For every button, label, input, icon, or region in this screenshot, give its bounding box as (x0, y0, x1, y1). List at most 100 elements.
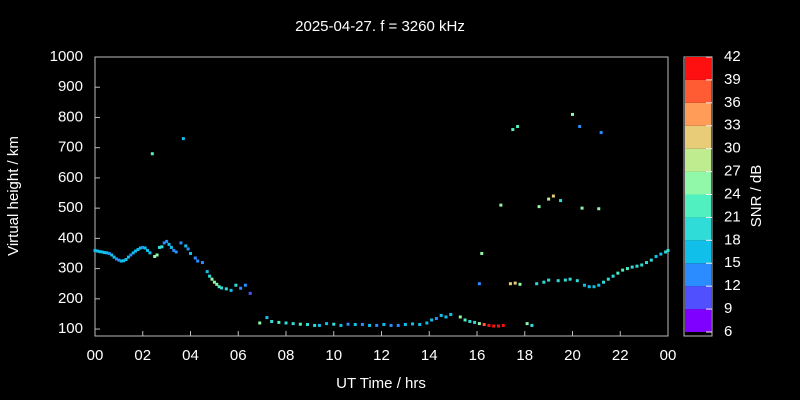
echo-point (525, 322, 529, 326)
y-tick-label: 500 (58, 199, 83, 216)
echo-point (258, 321, 262, 325)
echo-point (592, 285, 596, 289)
echo-point (654, 255, 658, 259)
echo-point (136, 248, 140, 252)
echo-point (473, 320, 477, 324)
echo-point (141, 245, 145, 249)
echo-point (547, 278, 551, 282)
x-tick-label: 00 (660, 347, 677, 364)
plot-frame (94, 56, 669, 337)
echo-point (248, 291, 252, 295)
y-axis-label: Virtual height / km (5, 136, 22, 256)
echo-point (217, 285, 221, 289)
echo-point (98, 250, 102, 254)
echo-point (477, 282, 481, 286)
echo-point (148, 251, 152, 255)
echo-point (425, 321, 429, 325)
colorbar-tick-label: 21 (724, 208, 741, 225)
echo-point (210, 277, 214, 281)
echo-point (487, 323, 491, 327)
echo-point (568, 277, 572, 281)
echo-point (150, 152, 154, 156)
echo-point (480, 251, 484, 255)
echo-point (193, 256, 197, 260)
colorbar-bin (685, 57, 711, 80)
x-tick-label: 20 (564, 347, 581, 364)
echo-point (107, 251, 111, 255)
y-tick-label: 800 (58, 108, 83, 125)
echo-point (496, 324, 500, 328)
x-tick-label: 10 (325, 347, 342, 364)
echo-point (317, 323, 321, 327)
y-tick-label: 100 (58, 320, 83, 337)
echo-point (95, 249, 99, 253)
echo-point (146, 248, 150, 252)
x-tick-label: 18 (516, 347, 533, 364)
echo-point (93, 248, 97, 252)
echo-point (458, 315, 462, 319)
echo-point (418, 323, 422, 327)
echo-point (100, 250, 104, 254)
colorbar-tick-label: 24 (724, 185, 741, 202)
echo-point (513, 281, 517, 285)
echo-point (582, 283, 586, 287)
echo-point (184, 244, 188, 248)
echo-point (305, 323, 309, 327)
echo-point (346, 322, 350, 326)
echo-point (291, 322, 295, 326)
x-tick-label: 14 (421, 347, 438, 364)
colorbar-label: SNR / dB (748, 165, 765, 228)
colorbar-tick-label: 12 (724, 277, 741, 294)
x-tick-label: 22 (612, 347, 629, 364)
colorbar-bin (685, 171, 711, 195)
echo-point (530, 323, 534, 327)
colorbar-tick-label: 39 (724, 71, 741, 88)
echo-point (234, 283, 238, 287)
echo-point (157, 245, 161, 249)
echo-point (313, 323, 317, 327)
echo-point (587, 285, 591, 289)
echo-point (239, 286, 243, 290)
echo-point (375, 323, 379, 327)
echo-point (153, 255, 157, 259)
echo-point (482, 323, 486, 327)
echo-point (124, 258, 128, 262)
echo-point (265, 316, 269, 320)
chart-title: 2025-04-27. f = 3260 kHz (295, 18, 465, 35)
echo-point (200, 261, 204, 265)
echo-point (444, 315, 448, 319)
y-tick-label: 1000 (50, 48, 83, 65)
echo-point (353, 323, 357, 327)
echo-point (179, 241, 183, 245)
y-tick-label: 400 (58, 229, 83, 246)
echo-point (439, 313, 443, 317)
echo-point (332, 322, 336, 326)
echo-point (477, 322, 481, 326)
echo-point (243, 283, 247, 287)
echo-point (542, 280, 546, 284)
echo-point (575, 279, 579, 283)
echo-point (645, 261, 649, 265)
x-tick-label: 06 (230, 347, 247, 364)
echo-point (449, 313, 453, 317)
echo-point (119, 259, 123, 263)
echo-point (382, 323, 386, 327)
echo-point (167, 242, 171, 246)
echo-point (501, 323, 505, 327)
echo-point (103, 251, 107, 255)
echo-point (602, 280, 606, 284)
colorbar-tick-label: 30 (724, 140, 741, 157)
echo-point (649, 258, 653, 262)
echo-point (434, 316, 438, 320)
echo-point (403, 323, 407, 327)
echo-point (181, 137, 185, 141)
echo-point (659, 252, 663, 256)
echo-point (172, 248, 176, 252)
x-tick-label: 08 (278, 347, 295, 364)
echo-point (625, 267, 629, 271)
colorbar-tick-label: 18 (724, 231, 741, 248)
echo-point (630, 265, 634, 269)
echo-point (160, 245, 164, 249)
colorbar-tick-label: 27 (724, 163, 741, 180)
